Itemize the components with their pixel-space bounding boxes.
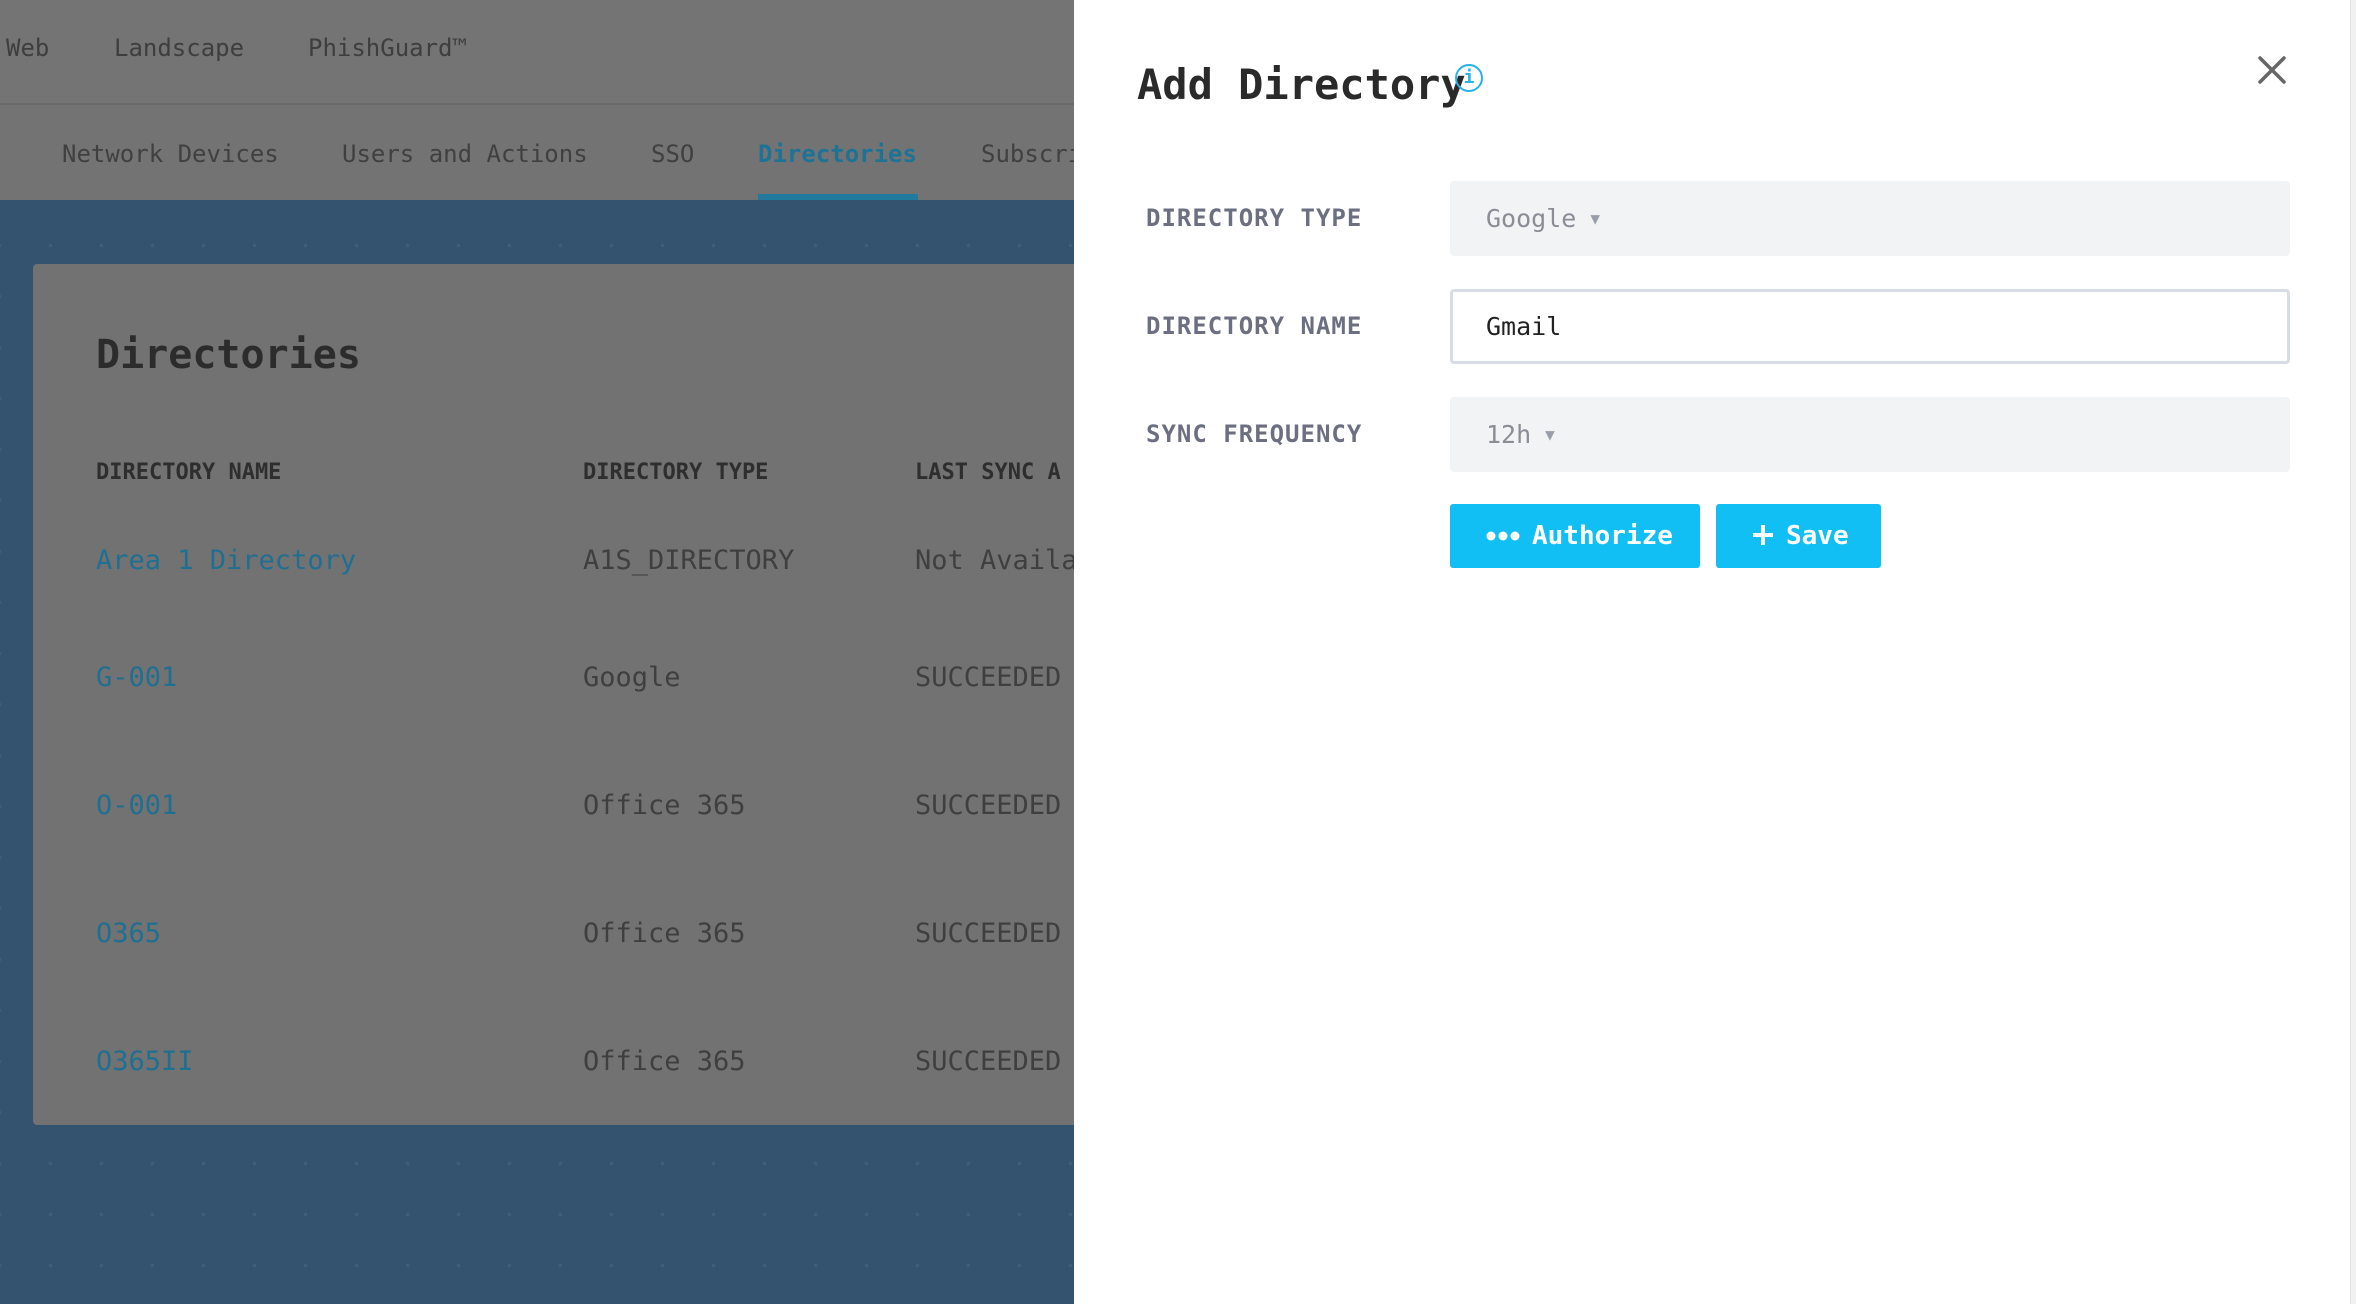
nav-item-phishguard[interactable]: PhishGuard™ (308, 34, 467, 62)
nav-item-web[interactable]: Web (6, 34, 50, 62)
sync-frequency-value: 12h (1486, 420, 1532, 449)
directory-name-link[interactable]: O-001 (96, 790, 178, 821)
directories-card: Directories DIRECTORY NAME DIRECTORY TYP… (33, 264, 1074, 1125)
caret-down-icon: ▼ (1590, 209, 1600, 228)
caret-down-icon: ▼ (1545, 425, 1555, 444)
sync-frequency-select[interactable]: 12h ▼ (1450, 397, 2290, 472)
last-sync-cell: SUCCEEDED (915, 1046, 1062, 1077)
add-directory-panel: Add Directory i DIRECTORY TYPE Google ▼ D… (1074, 0, 2356, 1304)
plus-icon (1753, 525, 1773, 545)
settings-tabs: Network Devices Users and Actions SSO Di… (0, 106, 1074, 200)
last-sync-cell: SUCCEEDED (915, 790, 1062, 821)
last-sync-cell: Not Availa (915, 545, 1074, 576)
directory-type-cell: A1S_DIRECTORY (583, 545, 795, 576)
directory-type-label: DIRECTORY TYPE (1146, 204, 1363, 232)
last-sync-cell: SUCCEEDED (915, 662, 1062, 693)
directory-name-label: DIRECTORY NAME (1146, 312, 1363, 340)
directory-name-link[interactable]: G-001 (96, 662, 178, 693)
panel-title: Add Directory (1137, 60, 1466, 109)
directory-type-cell: Google (583, 662, 681, 693)
directory-type-cell: Office 365 (583, 918, 746, 949)
tab-subscriptions[interactable]: Subscri (981, 140, 1074, 168)
directory-type-cell: Office 365 (583, 790, 746, 821)
directory-name-link[interactable]: Area 1 Directory (96, 545, 357, 576)
tab-directories[interactable]: Directories (758, 140, 917, 168)
directory-name-link[interactable]: O365II (96, 1046, 194, 1077)
tab-users-and-actions[interactable]: Users and Actions (342, 140, 588, 168)
page-title: Directories (96, 332, 361, 378)
authorize-label: Authorize (1532, 521, 1673, 551)
top-nav: Web Landscape PhishGuard™ (0, 0, 1074, 105)
directory-type-select[interactable]: Google ▼ (1450, 181, 2290, 256)
save-label: Save (1786, 521, 1849, 551)
column-header-last-sync: LAST SYNC A (915, 460, 1061, 485)
sync-frequency-label: SYNC FREQUENCY (1146, 420, 1363, 448)
last-sync-cell: SUCCEEDED (915, 918, 1062, 949)
column-header-type: DIRECTORY TYPE (583, 460, 769, 485)
active-tab-indicator (758, 194, 918, 200)
ellipsis-icon (1486, 531, 1520, 541)
scrollbar[interactable] (2350, 0, 2356, 1304)
background-page: Web Landscape PhishGuard™ Network Device… (0, 0, 1074, 1304)
column-header-name: DIRECTORY NAME (96, 460, 282, 485)
authorize-button[interactable]: Authorize (1450, 504, 1700, 568)
info-icon[interactable]: i (1455, 64, 1483, 92)
save-button[interactable]: Save (1716, 504, 1881, 568)
tab-network-devices[interactable]: Network Devices (62, 140, 279, 168)
directory-name-link[interactable]: O365 (96, 918, 162, 949)
directory-type-value: Google (1486, 204, 1577, 233)
nav-item-landscape[interactable]: Landscape (114, 34, 245, 62)
tab-sso[interactable]: SSO (651, 140, 695, 168)
directory-type-cell: Office 365 (583, 1046, 746, 1077)
directory-name-input[interactable]: Gmail (1450, 289, 2290, 364)
close-icon[interactable] (2252, 50, 2292, 90)
